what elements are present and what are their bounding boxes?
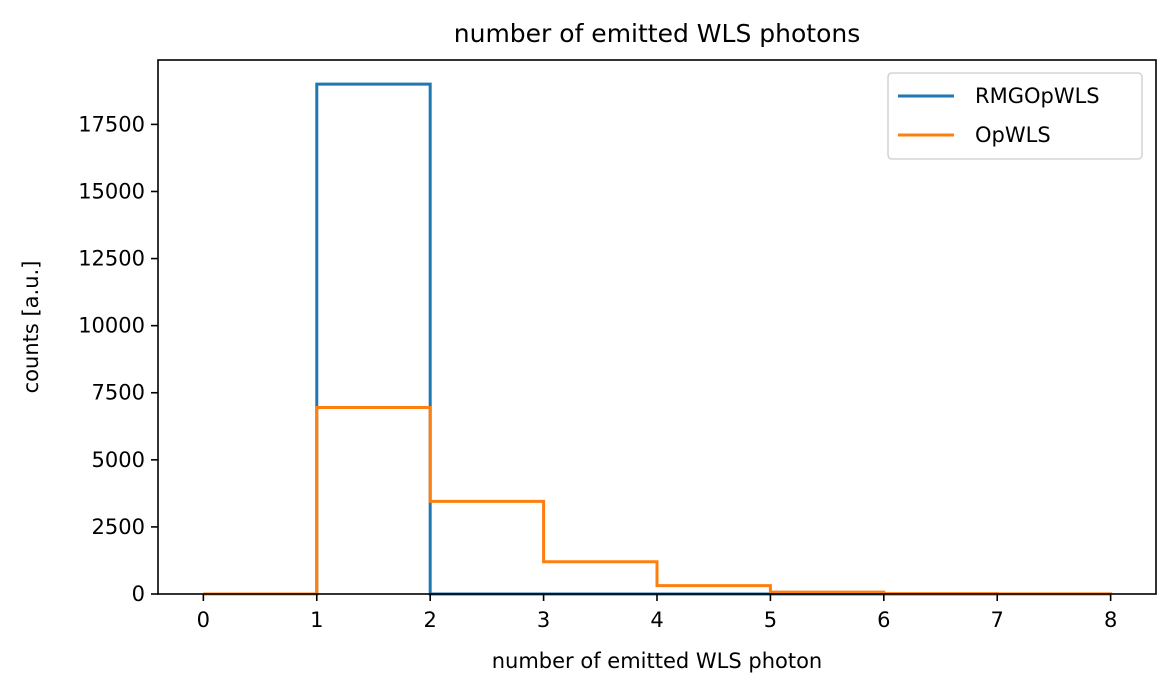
y-tick-label: 7500 — [92, 381, 145, 405]
y-tick-label: 12500 — [78, 247, 145, 271]
y-tick-label: 17500 — [78, 112, 145, 136]
legend: RMGOpWLS OpWLS — [887, 72, 1143, 160]
series-step-rmgopwls — [203, 82, 1111, 596]
x-tick-label: 0 — [197, 608, 210, 632]
legend-label-rmgopwls: RMGOpWLS — [975, 84, 1100, 108]
y-tick-label: 2500 — [92, 515, 145, 539]
x-tick-label: 6 — [877, 608, 890, 632]
x-tick-label: 4 — [650, 608, 663, 632]
series-step-opwls — [203, 406, 1113, 596]
x-tick-label: 7 — [991, 608, 1004, 632]
x-tick-label: 2 — [423, 608, 436, 632]
x-tick-label: 8 — [1104, 608, 1117, 632]
x-axis-label: number of emitted WLS photon — [492, 649, 823, 673]
y-tick-label: 5000 — [92, 448, 145, 472]
x-tick-label: 5 — [764, 608, 777, 632]
x-tick-label: 3 — [537, 608, 550, 632]
y-tick-label: 15000 — [78, 179, 145, 203]
y-tick-label: 10000 — [78, 314, 145, 338]
legend-label-opwls: OpWLS — [975, 123, 1051, 147]
y-axis-label: counts [a.u.] — [19, 261, 43, 394]
chart-title: number of emitted WLS photons — [454, 19, 860, 48]
y-tick-label: 0 — [132, 582, 145, 606]
x-tick-label: 1 — [310, 608, 323, 632]
